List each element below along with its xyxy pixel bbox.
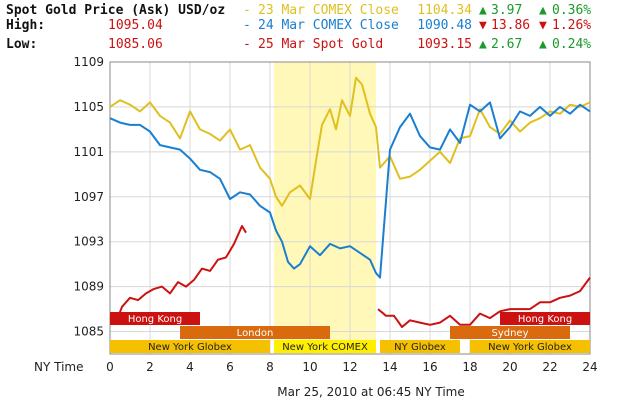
y-tick-labels: 1085 1089 1093 1097 1101 1105 1109 [73,55,104,339]
x-tick-label: 0 [106,360,114,374]
session-band-label: New York COMEX [282,342,368,353]
y-tick-label: 1101 [73,145,104,159]
series-line-4 [377,277,591,328]
session-band [450,326,570,339]
legend-series-name: 24 Mar COMEX Close [258,18,399,33]
x-tick-label: 22 [542,360,557,374]
series-line-2 [109,101,591,279]
legend-price: 1104.34 [417,3,472,18]
legend-change: 2.67 [491,37,522,52]
session-band [274,340,376,353]
y-tick-label: 1085 [73,325,104,339]
footer-timestamp: Mar 25, 2010 at 06:45 NY Time [277,385,464,399]
y-tick-label: 1097 [73,190,104,204]
x-tick-label: 10 [302,360,317,374]
legend-change: 13.86 [491,18,530,33]
legend-percent: 0.24% [552,37,591,52]
session-band-label: Sydney [491,328,528,339]
legend-change: 3.97 [491,3,522,18]
legend-dash: - [243,37,251,52]
arrow-up-icon: ▲ [479,37,487,52]
session-band [380,340,460,353]
legend-series-name: 25 Mar Spot Gold [258,37,383,52]
arrow-down-icon: ▼ [479,18,487,33]
low-label: Low: [6,37,37,52]
legend-series-name: 23 Mar COMEX Close [258,3,399,18]
comex-session-highlight [274,62,376,354]
x-tick-label: 12 [342,360,357,374]
x-tick-labels: 0 2 4 6 8 10 12 14 16 18 20 22 24 [106,360,597,374]
high-label: High: [6,18,45,33]
session-band [110,340,270,353]
y-tick-label: 1089 [73,280,104,294]
arrow-up-icon: ▲ [479,3,487,18]
session-band-label: Hong Kong [518,314,572,325]
x-tick-label: 14 [382,360,397,374]
legend-dash: - [243,3,251,18]
session-band-label: New York Globex [148,342,232,353]
x-tick-label: 8 [266,360,274,374]
grid [109,61,591,354]
x-tick-label: 20 [502,360,517,374]
legend: -23 Mar COMEX Close 1104.34 ▲ 3.97 ▲ 0.36%- 24… [243,3,591,52]
x-tick-label: 4 [186,360,194,374]
session-band [110,312,200,325]
legend-percent: 0.36% [552,3,591,18]
x-tick-label: 16 [422,360,437,374]
x-tick-label: 24 [582,360,597,374]
y-tick-label: 1105 [73,100,104,114]
arrow-up-icon: ▲ [539,37,547,52]
session-bands: Hong Kong Hong Kong London Sydney New York G… [110,312,590,353]
x-tick-label: 2 [146,360,154,374]
session-band [470,340,590,353]
chart-title: Spot Gold Price (Ask) USD/oz [6,3,225,18]
legend-price: 1093.15 [417,37,472,52]
series-line-1 [109,76,591,207]
session-band-label: London [237,328,274,339]
session-band-label: New York Globex [488,342,572,353]
session-band [180,326,330,339]
session-band [500,312,590,325]
legend-percent: 1.26% [552,18,591,33]
session-band-label: Hong Kong [128,314,182,325]
legend-dash: - [243,18,251,33]
y-tick-label: 1109 [73,55,104,69]
arrow-down-icon: ▼ [539,18,547,33]
x-tick-label: 6 [226,360,234,374]
session-band-label: NY Globex [394,342,446,353]
x-tick-label: 18 [462,360,477,374]
high-value: 1095.04 [108,18,163,33]
series-line-3 [109,225,247,324]
low-value: 1085.06 [108,37,163,52]
series-lines [109,76,591,328]
x-axis-label: NY Time [34,360,84,374]
legend-price: 1090.48 [417,18,472,33]
y-tick-label: 1093 [73,235,104,249]
plot-frame [109,61,591,355]
arrow-up-icon: ▲ [539,3,547,18]
